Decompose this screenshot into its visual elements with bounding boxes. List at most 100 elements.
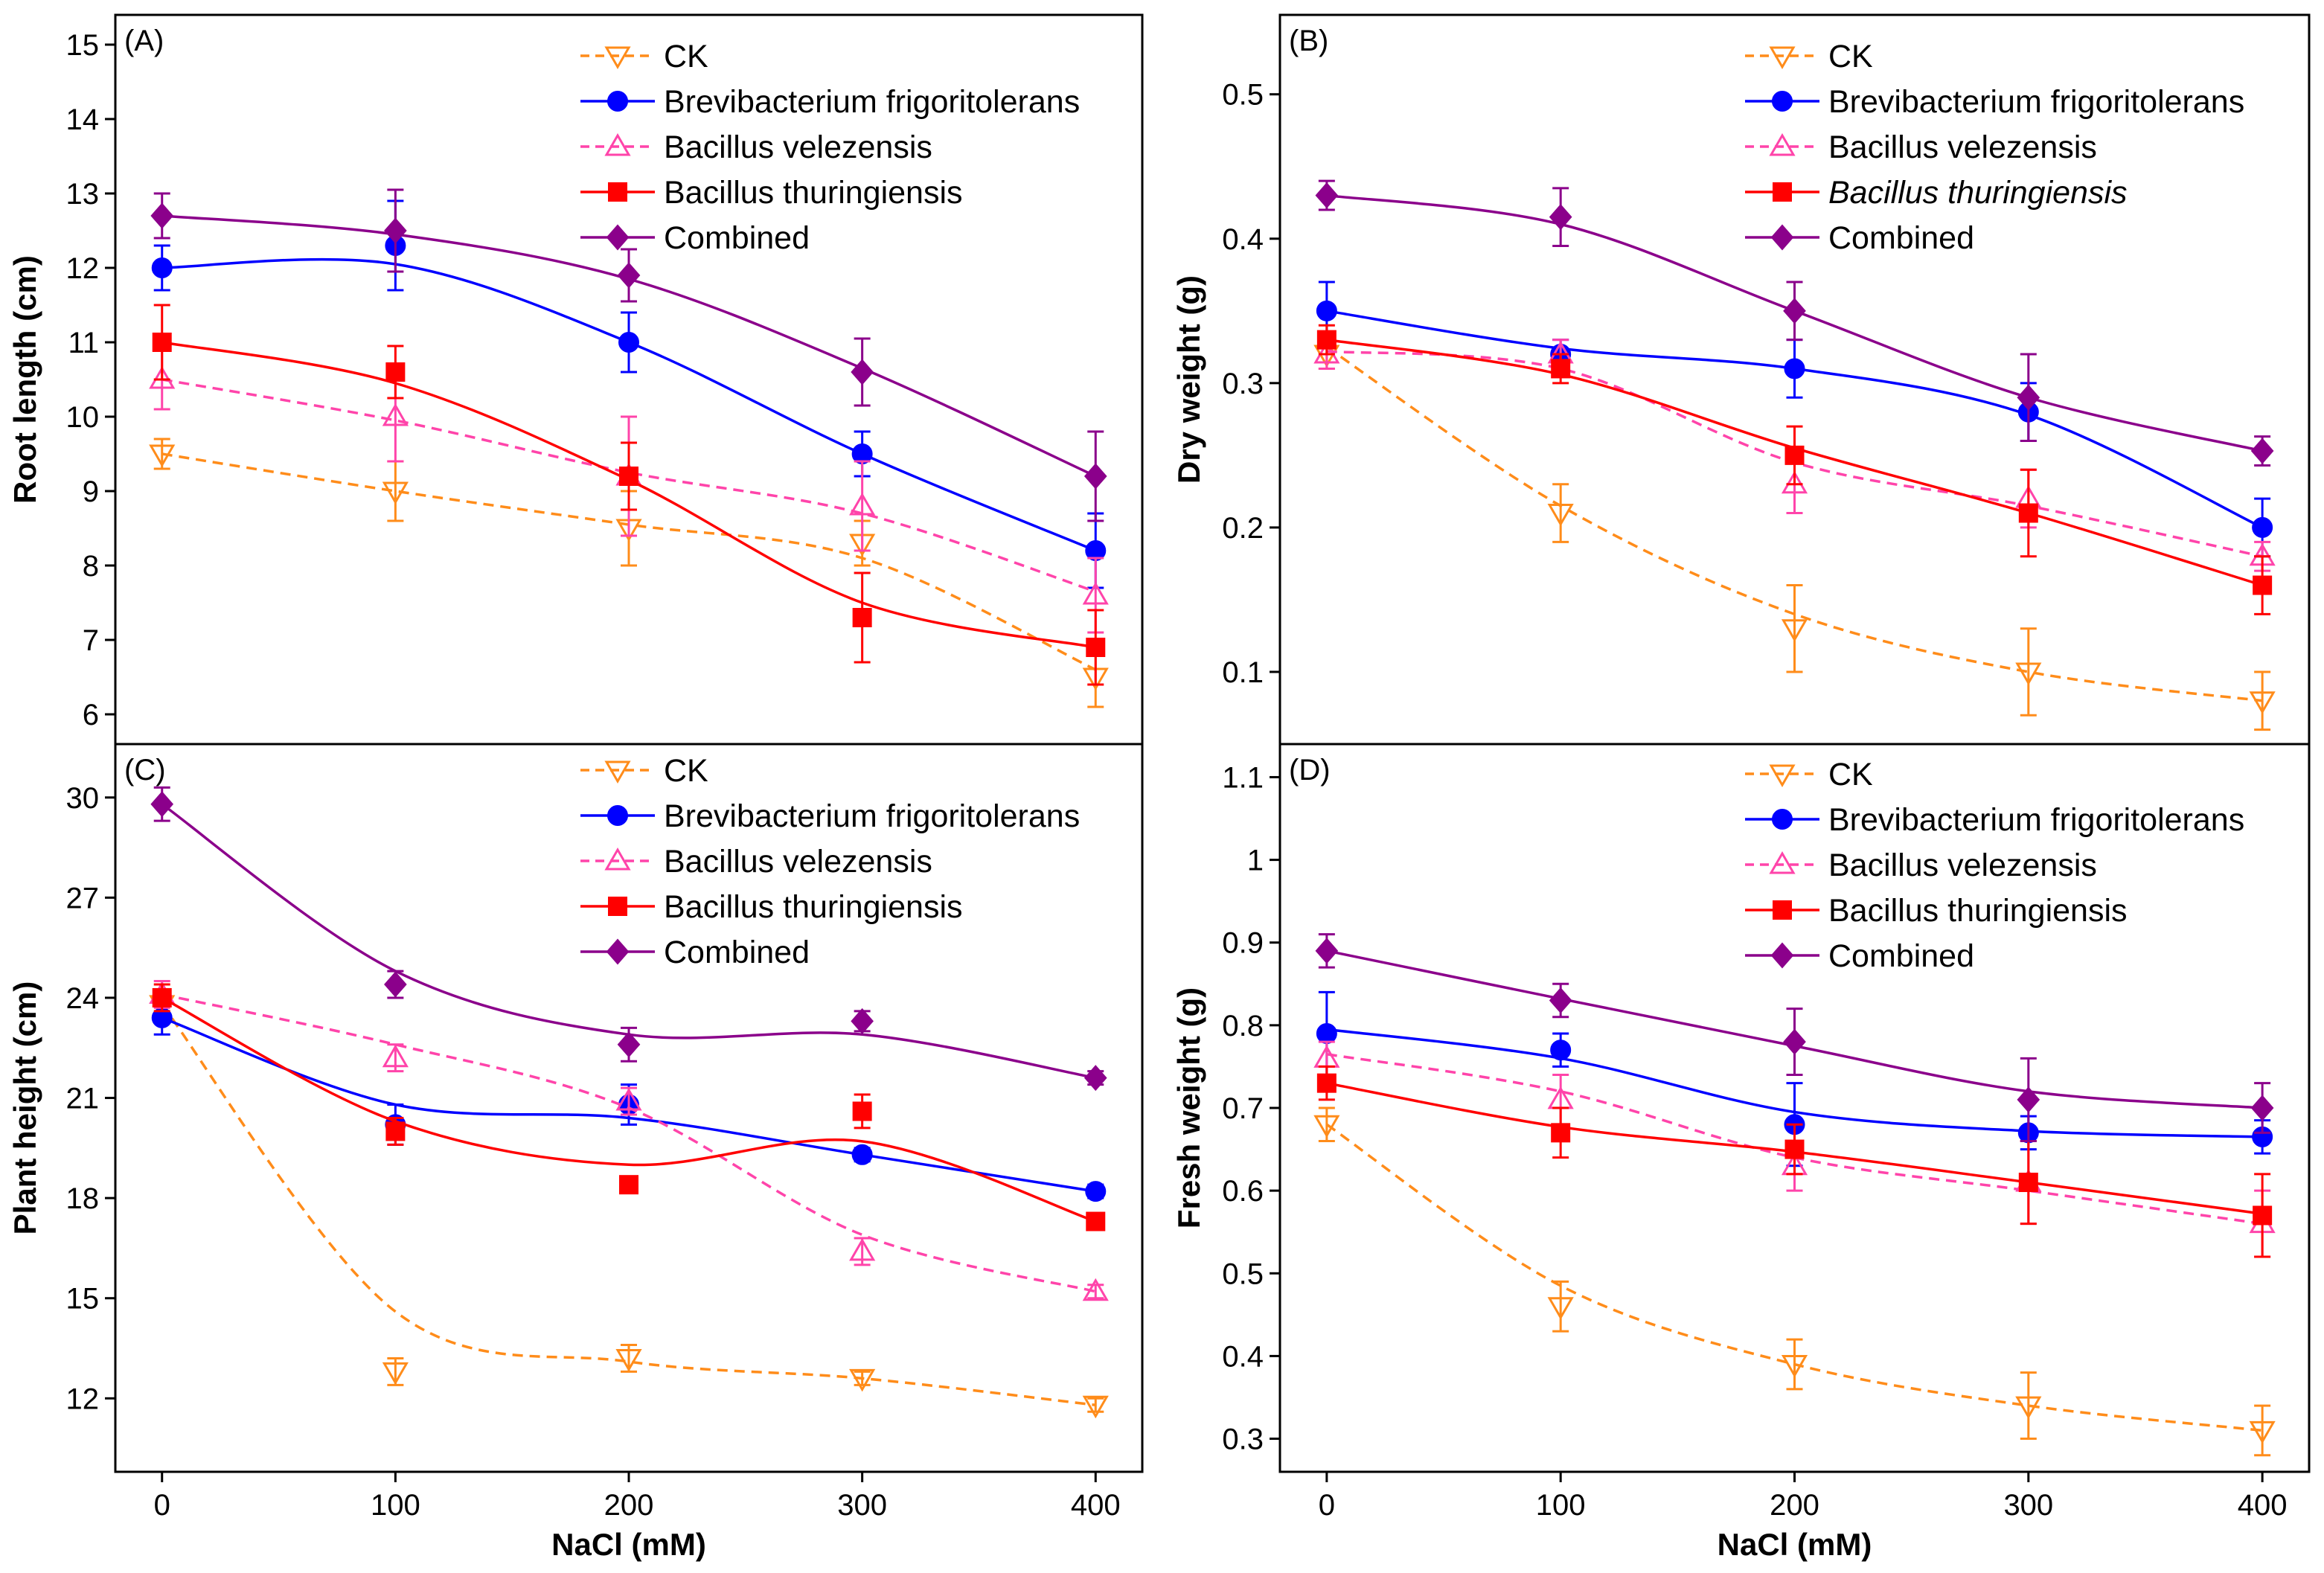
y-axis-label: Root length (cm) <box>7 255 42 504</box>
legend-label: Bacillus velezensis <box>1828 848 2097 883</box>
data-point <box>617 262 641 289</box>
data-point <box>2015 662 2042 685</box>
y-tick-label: 12 <box>66 252 100 285</box>
data-point <box>385 1121 406 1141</box>
y-tick-label: 18 <box>66 1182 100 1215</box>
series-line <box>161 803 1096 1080</box>
y-tick-label: 15 <box>66 1283 100 1316</box>
legend-label: Combined <box>664 935 810 970</box>
y-tick-label: 10 <box>66 401 100 434</box>
x-tick-label: 400 <box>2238 1489 2288 1522</box>
data-point <box>1784 1139 1805 1159</box>
y-tick-label: 0.3 <box>1222 1423 1264 1456</box>
legend-label: Brevibacterium frigoritolerans <box>664 84 1080 120</box>
data-point <box>1313 341 1340 364</box>
y-tick-label: 1 <box>1247 845 1264 877</box>
y-tick-label: 15 <box>66 29 100 62</box>
y-tick-label: 9 <box>83 475 99 508</box>
data-point <box>382 1044 409 1068</box>
data-point <box>1082 1395 1109 1419</box>
panel-label: (A) <box>124 25 164 57</box>
data-point <box>1083 1065 1107 1092</box>
data-point <box>152 987 172 1007</box>
legend-marker <box>604 760 631 784</box>
plot-frame <box>114 13 1144 746</box>
legend-marker <box>606 938 630 965</box>
data-point <box>382 403 409 426</box>
data-point <box>1781 470 1808 494</box>
data-point <box>849 1237 876 1261</box>
x-axis-label: NaCl (mM) <box>551 1527 706 1562</box>
legend-marker <box>1769 46 1796 70</box>
data-point <box>150 791 174 818</box>
data-point <box>1549 987 1572 1014</box>
legend-marker <box>1769 764 1796 788</box>
y-tick-label: 0.5 <box>1222 79 1264 112</box>
x-tick-label: 200 <box>604 1489 654 1522</box>
series-4 <box>1315 179 2274 467</box>
data-point <box>149 444 176 468</box>
data-point <box>1549 204 1572 231</box>
panel-1: 0.1 0.2 0.3 0.4 0.5 Dry weight (g) (B) CK Brevib… <box>1171 13 2311 746</box>
legend-label: CK <box>664 753 708 789</box>
data-point <box>1083 463 1107 490</box>
series-1 <box>1316 281 2273 558</box>
data-point <box>1551 1123 1571 1143</box>
y-tick-label: 7 <box>83 624 99 657</box>
data-point <box>1784 358 1805 379</box>
legend-label: Combined <box>1828 938 1974 974</box>
y-tick-label: 0.9 <box>1222 927 1264 960</box>
panel-label: (D) <box>1289 754 1331 786</box>
y-tick-label: 11 <box>68 327 99 359</box>
legend-marker <box>604 847 631 871</box>
y-tick-label: 0.7 <box>1222 1092 1264 1125</box>
legend-label: CK <box>1828 757 1873 792</box>
legend-label: Bacillus thuringiensis <box>1828 893 2128 929</box>
series-4 <box>150 188 1107 522</box>
y-tick-label: 6 <box>83 699 99 731</box>
data-point <box>2250 438 2274 464</box>
series-1 <box>1316 990 2273 1167</box>
x-tick-label: 300 <box>2003 1489 2053 1522</box>
data-point <box>615 1088 642 1111</box>
data-point <box>382 481 409 505</box>
legend-marker <box>1773 900 1792 920</box>
y-tick-label: 0.2 <box>1222 512 1264 545</box>
series-3 <box>152 304 1106 686</box>
legend-marker <box>1772 91 1793 112</box>
y-tick-label: 0.6 <box>1222 1175 1264 1208</box>
data-point <box>1086 638 1106 657</box>
data-point <box>1547 1297 1574 1320</box>
data-point <box>2252 516 2273 538</box>
panel-label: (B) <box>1289 25 1328 57</box>
data-point <box>849 492 876 516</box>
series-line <box>161 1003 1096 1407</box>
series-line <box>1325 1123 2263 1432</box>
data-point <box>1783 1028 1806 1055</box>
data-point <box>1551 359 1571 379</box>
legend-label: Bacillus velezensis <box>664 129 932 165</box>
x-tick-label: 100 <box>1536 1489 1586 1522</box>
y-tick-label: 0.4 <box>1222 1340 1264 1373</box>
legend-label: Bacillus thuringiensis <box>664 175 963 211</box>
x-tick-label: 300 <box>837 1489 887 1522</box>
legend-label: Bacillus thuringiensis <box>1828 175 2128 211</box>
legend-label: Bacillus velezensis <box>1828 129 2097 165</box>
data-point <box>149 365 176 389</box>
legend-marker <box>607 805 628 826</box>
data-point <box>385 362 406 382</box>
panel-3: 0.3 0.4 0.5 0.6 0.7 0.8 0.9 1 1.1 0 100 200 300 400 Na… <box>1171 743 2311 1562</box>
x-tick-label: 0 <box>1319 1489 1335 1522</box>
series-4 <box>150 786 1107 1092</box>
data-point <box>1550 1039 1572 1061</box>
data-point <box>1783 298 1806 324</box>
data-point <box>1315 182 1339 209</box>
data-point <box>617 1031 641 1058</box>
data-point <box>150 202 174 229</box>
data-point <box>851 1144 873 1165</box>
series-0 <box>1313 1106 2276 1457</box>
data-point <box>618 332 639 353</box>
y-tick-label: 0.5 <box>1222 1258 1264 1290</box>
